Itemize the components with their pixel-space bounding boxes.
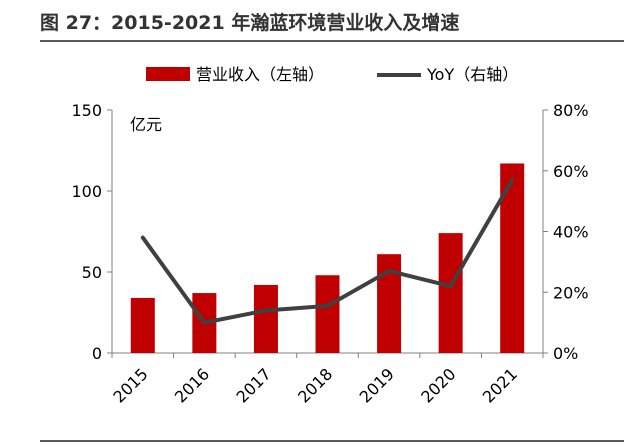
right-tick-label: 0% — [553, 344, 578, 363]
left-tick-label: 150 — [71, 101, 102, 120]
y-axis-unit-label: 亿元 — [130, 115, 162, 134]
left-tick-label: 0 — [92, 344, 102, 363]
legend: 营业收入（左轴） YoY（右轴） — [146, 65, 518, 84]
x-tick-label: 2015 — [109, 364, 151, 406]
left-tick-label: 100 — [71, 182, 102, 201]
x-tick-label: 2019 — [356, 364, 398, 406]
figure-title: 图 27：2015-2021 年瀚蓝环境营业收入及增速 — [40, 12, 460, 34]
x-tick-label: 2017 — [233, 364, 275, 406]
right-tick-label: 20% — [553, 283, 589, 302]
revenue-bar — [315, 275, 340, 353]
legend-label-revenue: 营业收入（左轴） — [196, 65, 324, 84]
x-tick-label: 2016 — [171, 364, 213, 406]
revenue-bar — [130, 297, 155, 353]
x-tick-label: 2020 — [417, 364, 459, 406]
right-tick-label: 60% — [553, 162, 589, 181]
left-tick-label: 50 — [82, 263, 102, 282]
title-underline — [40, 40, 624, 42]
bottom-rule — [40, 440, 624, 442]
x-tick-label: 2018 — [294, 364, 336, 406]
revenue-bar — [438, 233, 463, 353]
legend-label-yoy: YoY（右轴） — [426, 65, 518, 84]
legend-swatch-revenue — [146, 67, 190, 81]
yoy-line-layer — [140, 177, 515, 325]
right-tick-label: 40% — [553, 223, 589, 242]
right-tick-label: 80% — [553, 101, 589, 120]
bars — [130, 163, 525, 353]
x-tick-label: 2021 — [479, 364, 521, 406]
revenue-bar — [253, 284, 278, 353]
